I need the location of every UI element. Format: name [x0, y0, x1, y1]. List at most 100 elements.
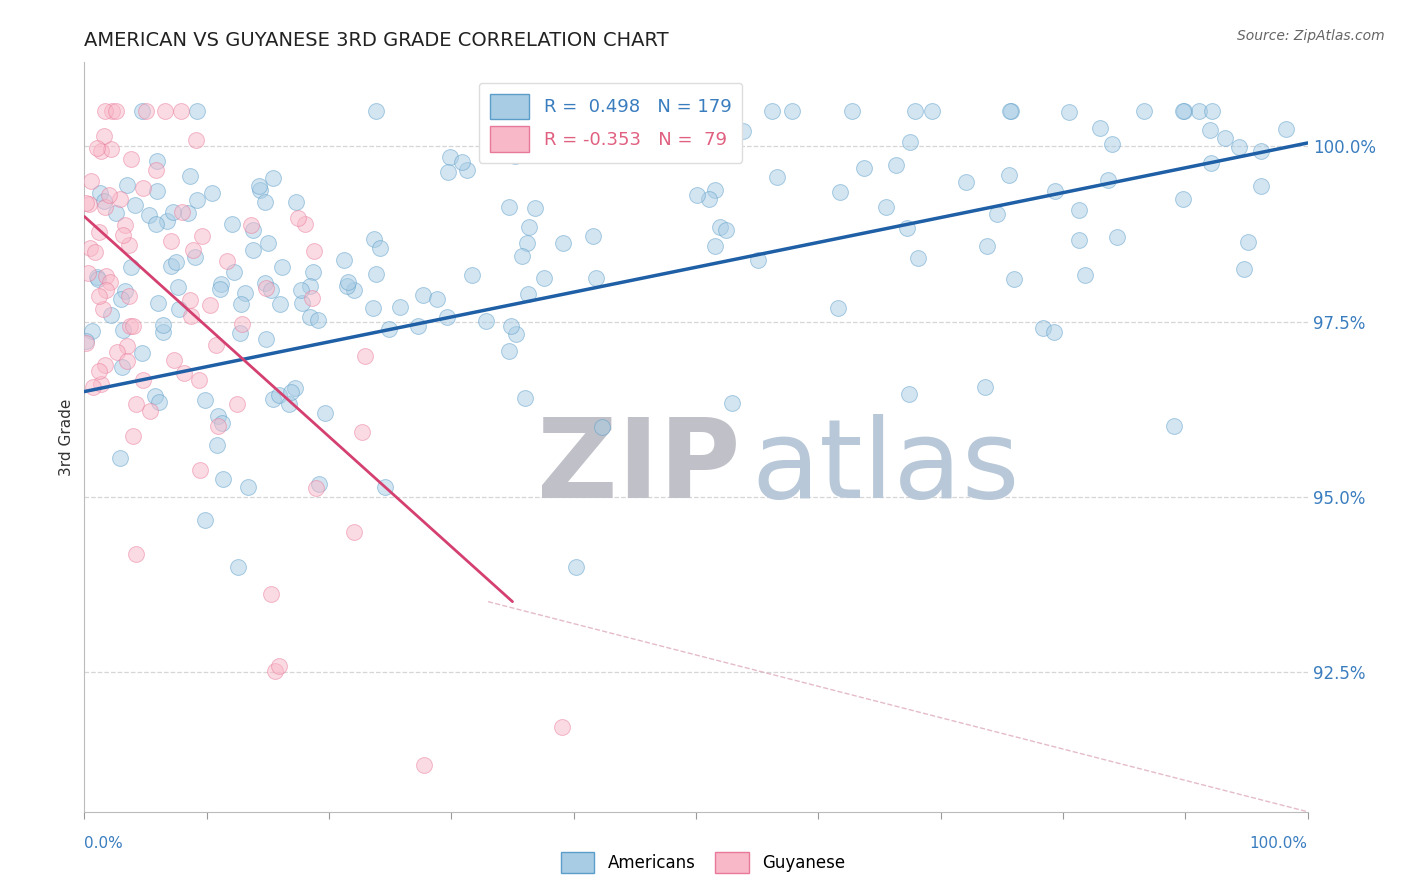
Point — [363, 232, 385, 246]
Point — [75, 196, 97, 211]
Point — [90, 144, 112, 158]
Point — [253, 194, 276, 209]
Point — [162, 204, 184, 219]
Point — [1250, 178, 1272, 193]
Point — [510, 249, 533, 263]
Point — [201, 186, 224, 200]
Point — [439, 150, 461, 164]
Point — [898, 136, 921, 150]
Point — [94, 283, 117, 297]
Point — [1227, 139, 1250, 153]
Point — [1101, 136, 1123, 151]
Point — [896, 221, 918, 235]
Point — [179, 293, 201, 308]
Point — [138, 404, 160, 418]
Point — [79, 241, 101, 255]
Point — [254, 332, 277, 346]
Point — [173, 366, 195, 380]
Point — [294, 217, 316, 231]
Point — [77, 196, 100, 211]
Point — [709, 219, 731, 234]
Point — [91, 301, 114, 316]
Point — [111, 359, 134, 374]
Point — [437, 165, 460, 179]
Point — [148, 395, 170, 409]
Point — [131, 104, 153, 119]
Point — [263, 664, 285, 678]
Legend: R =  0.498   N = 179, R = -0.353   N =  79: R = 0.498 N = 179, R = -0.353 N = 79 — [478, 83, 742, 162]
Point — [188, 462, 211, 476]
Point — [75, 334, 97, 348]
Point — [121, 319, 143, 334]
Point — [498, 343, 520, 358]
Point — [1201, 104, 1223, 119]
Point — [93, 194, 115, 209]
Point — [499, 319, 522, 334]
Point — [160, 259, 183, 273]
Point — [408, 319, 430, 334]
Point — [450, 155, 472, 169]
Point — [209, 277, 232, 291]
Point — [135, 104, 157, 119]
Point — [132, 373, 155, 387]
Point — [163, 353, 186, 368]
Point — [143, 389, 166, 403]
Point — [1090, 120, 1112, 135]
Point — [94, 268, 117, 283]
Point — [761, 104, 783, 119]
Point — [853, 161, 876, 176]
Point — [207, 419, 229, 434]
Point — [114, 219, 136, 233]
Point — [186, 194, 208, 208]
Point — [240, 218, 263, 232]
Point — [1059, 104, 1081, 119]
Point — [343, 524, 366, 539]
Point — [84, 245, 107, 260]
Point — [921, 104, 943, 119]
Point — [307, 313, 329, 327]
Point — [686, 187, 709, 202]
Point — [553, 236, 575, 251]
Point — [167, 302, 190, 317]
Point — [105, 104, 128, 119]
Point — [976, 239, 998, 253]
Point — [830, 186, 852, 200]
Point — [172, 204, 194, 219]
Point — [145, 217, 167, 231]
Point — [1133, 104, 1156, 119]
Point — [1000, 104, 1022, 119]
Point — [374, 480, 396, 494]
Point — [152, 318, 174, 332]
Point — [591, 419, 613, 434]
Point — [498, 200, 520, 214]
Point — [904, 104, 927, 119]
Point — [231, 297, 253, 311]
Point — [229, 326, 252, 340]
Point — [93, 128, 115, 143]
Point — [1002, 272, 1025, 286]
Point — [290, 283, 312, 297]
Point — [780, 104, 803, 119]
Point — [426, 292, 449, 306]
Point — [115, 354, 138, 368]
Point — [100, 308, 122, 322]
Point — [1171, 104, 1194, 119]
Point — [152, 326, 174, 340]
Point — [108, 192, 131, 206]
Point — [1275, 122, 1298, 136]
Point — [186, 133, 208, 147]
Point — [314, 406, 336, 420]
Point — [114, 284, 136, 298]
Point — [267, 387, 290, 401]
Text: AMERICAN VS GUYANESE 3RD GRADE CORRELATION CHART: AMERICAN VS GUYANESE 3RD GRADE CORRELATI… — [84, 30, 669, 50]
Point — [145, 163, 167, 178]
Point — [516, 235, 538, 250]
Point — [986, 207, 1008, 221]
Point — [131, 345, 153, 359]
Point — [225, 397, 247, 411]
Point — [301, 291, 323, 305]
Point — [187, 374, 209, 388]
Point — [1067, 202, 1090, 217]
Point — [517, 287, 540, 301]
Point — [260, 587, 283, 601]
